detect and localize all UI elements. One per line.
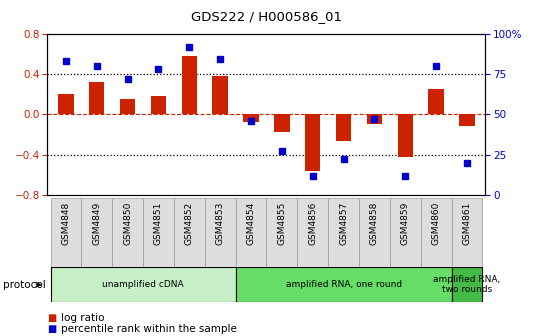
Bar — [143, 198, 174, 269]
Text: ■: ■ — [47, 312, 57, 323]
Text: GSM4856: GSM4856 — [308, 202, 317, 245]
Text: GSM4857: GSM4857 — [339, 202, 348, 245]
Bar — [459, 114, 475, 126]
Text: ■: ■ — [47, 324, 57, 334]
Bar — [267, 198, 297, 269]
Bar — [174, 198, 205, 269]
Text: GSM4851: GSM4851 — [154, 202, 163, 245]
Bar — [328, 198, 359, 269]
Bar — [89, 82, 104, 114]
Bar — [120, 99, 136, 114]
Bar — [81, 198, 112, 269]
Text: GSM4860: GSM4860 — [431, 202, 441, 245]
Text: unamplified cDNA: unamplified cDNA — [102, 280, 184, 289]
Bar — [359, 198, 390, 269]
Bar — [451, 198, 482, 269]
Bar — [336, 114, 352, 141]
Text: GSM4859: GSM4859 — [401, 202, 410, 245]
Bar — [151, 96, 166, 114]
Text: GSM4858: GSM4858 — [370, 202, 379, 245]
Bar — [451, 267, 482, 302]
Text: amplified RNA, one round: amplified RNA, one round — [286, 280, 402, 289]
Bar — [235, 198, 267, 269]
Bar — [213, 76, 228, 114]
Bar — [112, 198, 143, 269]
Text: percentile rank within the sample: percentile rank within the sample — [61, 324, 237, 334]
Bar — [51, 198, 81, 269]
Bar — [305, 114, 320, 171]
Bar — [429, 89, 444, 114]
Bar — [205, 198, 235, 269]
Bar — [367, 114, 382, 124]
Text: GSM4850: GSM4850 — [123, 202, 132, 245]
Bar — [390, 198, 421, 269]
Text: GSM4853: GSM4853 — [216, 202, 225, 245]
Text: GSM4849: GSM4849 — [92, 202, 102, 245]
Bar — [243, 114, 259, 122]
Text: GSM4861: GSM4861 — [463, 202, 472, 245]
Text: amplified RNA,
two rounds: amplified RNA, two rounds — [434, 275, 501, 294]
Text: protocol: protocol — [3, 280, 46, 290]
Bar — [274, 114, 290, 132]
Text: log ratio: log ratio — [61, 312, 105, 323]
Text: GDS222 / H000586_01: GDS222 / H000586_01 — [191, 10, 342, 23]
Bar — [421, 198, 451, 269]
Text: GSM4854: GSM4854 — [247, 202, 256, 245]
Bar — [235, 267, 451, 302]
Bar — [181, 56, 197, 114]
Text: GSM4848: GSM4848 — [61, 202, 70, 245]
Text: GSM4852: GSM4852 — [185, 202, 194, 245]
Bar — [297, 198, 328, 269]
Bar — [51, 267, 235, 302]
Text: GSM4855: GSM4855 — [277, 202, 286, 245]
Bar — [58, 94, 74, 114]
Bar — [397, 114, 413, 157]
